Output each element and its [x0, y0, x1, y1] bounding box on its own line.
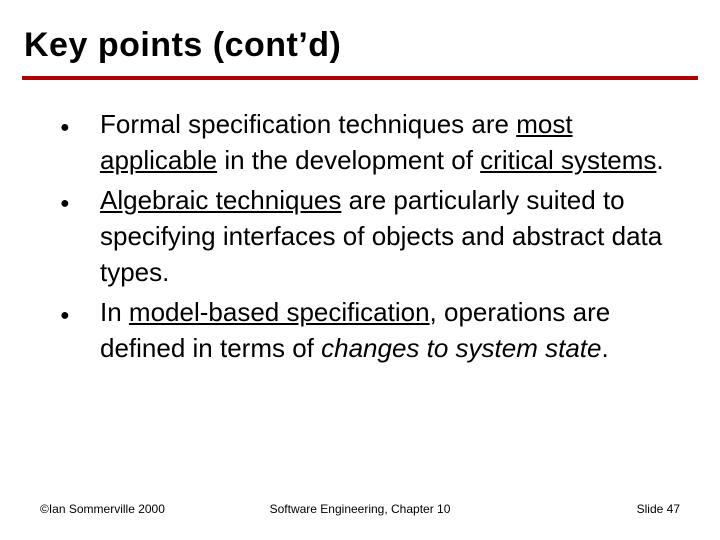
title-underline-rule	[22, 76, 698, 80]
underlined-text: critical systems	[480, 145, 656, 175]
text-run: .	[602, 333, 609, 363]
underlined-text: Algebraic techniques	[100, 185, 341, 215]
bullet-icon: ●	[60, 182, 100, 222]
footer-center: Software Engineering, Chapter 10	[40, 502, 680, 516]
text-run: In	[100, 297, 129, 327]
text-run: in the development of	[217, 145, 480, 175]
list-item: ● In model-based specification, operatio…	[60, 294, 680, 366]
text-run: .	[656, 145, 663, 175]
bullet-icon: ●	[60, 106, 100, 146]
slide: Key points (cont’d) ● Formal specificati…	[0, 0, 720, 540]
text-run: Formal specification techniques are	[100, 109, 516, 139]
underlined-text: model-based specification	[129, 297, 430, 327]
bullet-icon: ●	[60, 294, 100, 334]
item-text: Formal specification techniques are most…	[100, 106, 680, 178]
list-item: ● Algebraic techniques are particularly …	[60, 182, 680, 290]
item-text: Algebraic techniques are particularly su…	[100, 182, 680, 290]
item-text: In model-based specification, operations…	[100, 294, 680, 366]
slide-title: Key points (cont’d)	[24, 26, 341, 65]
footer: ©Ian Sommerville 2000 Software Engineeri…	[40, 502, 680, 516]
list-item: ● Formal specification techniques are mo…	[60, 106, 680, 178]
body-text: ● Formal specification techniques are mo…	[60, 106, 680, 370]
italic-text: changes to system state	[321, 333, 601, 363]
